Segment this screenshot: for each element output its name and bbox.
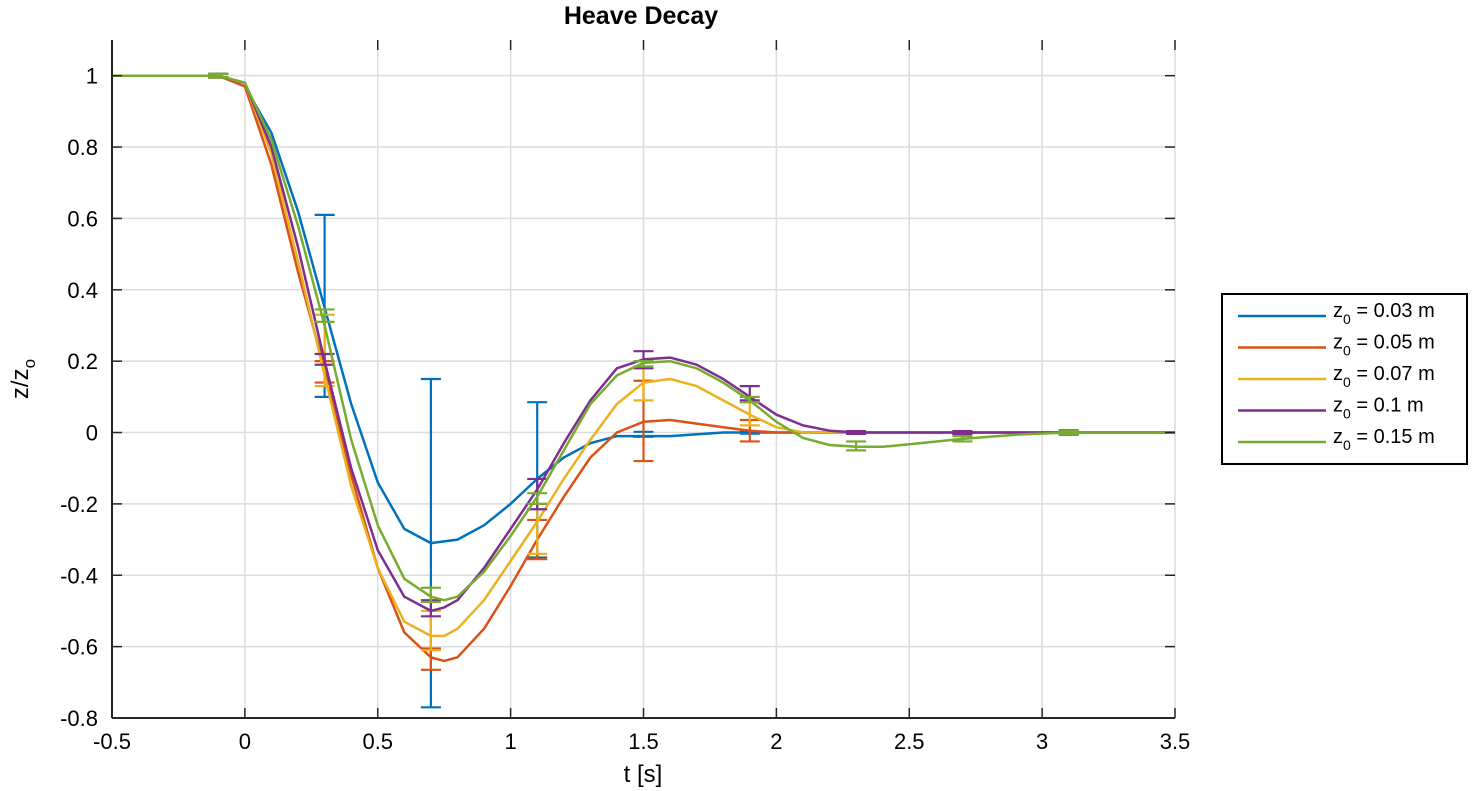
y-axis-label: z/zo	[7, 359, 39, 399]
x-tick-label: 3	[1036, 729, 1048, 754]
legend: z0 = 0.03 mz0 = 0.05 mz0 = 0.07 mz0 = 0.…	[1221, 293, 1468, 465]
y-tick-label: -0.6	[60, 635, 98, 660]
legend-label-rest: = 0.15 m	[1351, 426, 1435, 448]
legend-label-rest: = 0.05 m	[1351, 332, 1435, 354]
legend-item: z0 = 0.03 m	[1238, 300, 1435, 327]
error-bar	[846, 429, 867, 436]
error-bar	[633, 360, 654, 368]
legend-label-sub: 0	[1343, 406, 1351, 422]
legend-label-sub: 0	[1343, 311, 1351, 327]
y-tick-label: 1	[86, 64, 98, 89]
error-bar	[314, 308, 335, 324]
y-tick-label: 0	[86, 421, 98, 446]
legend-label-rest: = 0.03 m	[1351, 300, 1435, 322]
legend-label-rest: = 0.1 m	[1351, 395, 1424, 417]
legend-label-main: z	[1333, 426, 1343, 448]
legend-label: z0 = 0.03 m	[1333, 300, 1435, 327]
plot-area: -0.5 0 0.5 1 1.5 2 2.5 3 3.5 -0.8 -0.6 -0.4 -0.2 0 0.2…	[60, 40, 1190, 754]
x-tick-label: 1	[505, 729, 517, 754]
legend-label-main: z	[1333, 395, 1343, 417]
error-bar	[739, 395, 760, 404]
legend-label-main: z	[1333, 300, 1343, 322]
legend-item: z0 = 0.1 m	[1238, 395, 1424, 422]
legend-label: z0 = 0.07 m	[1333, 363, 1435, 390]
legend-label: z0 = 0.15 m	[1333, 426, 1435, 453]
chart-title: Heave Decay	[564, 2, 718, 30]
series-line	[112, 74, 1175, 602]
y-axis-label-main: z/z	[7, 368, 34, 399]
error-bar	[952, 429, 973, 436]
x-axis-label: t [s]	[624, 761, 663, 788]
x-tick-label: 1.5	[628, 729, 659, 754]
legend-item: z0 = 0.15 m	[1238, 426, 1435, 453]
error-bar	[846, 440, 867, 452]
y-tick-label: 0.2	[67, 349, 98, 374]
legend-item: z0 = 0.07 m	[1238, 363, 1435, 390]
error-bar	[952, 434, 973, 443]
y-tick-label: 0.6	[67, 206, 98, 231]
x-tick-label: 2.5	[894, 729, 925, 754]
legend-label-rest: = 0.07 m	[1351, 363, 1435, 385]
legend-label-main: z	[1333, 363, 1343, 385]
axes: -0.5 0 0.5 1 1.5 2 2.5 3 3.5 -0.8 -0.6 -0.4 -0.2 0 0.2…	[60, 40, 1190, 754]
y-axis-label-sub: o	[20, 359, 39, 368]
legend-label: z0 = 0.05 m	[1333, 332, 1435, 359]
legend-item: z0 = 0.05 m	[1238, 332, 1435, 359]
series-layer	[112, 72, 1175, 709]
series-line	[112, 74, 1175, 638]
series-line	[112, 74, 1175, 613]
y-tick-label: 0.4	[67, 278, 98, 303]
y-tick-label: -0.4	[60, 563, 98, 588]
legend-label: z0 = 0.1 m	[1333, 395, 1424, 422]
x-tick-label: 0	[239, 729, 251, 754]
series-5	[112, 72, 1175, 604]
x-tick-label: 2	[770, 729, 782, 754]
error-bar	[208, 72, 229, 79]
error-bar	[1058, 429, 1079, 436]
error-bar	[420, 586, 441, 604]
x-tick-label: -0.5	[93, 729, 131, 754]
y-tick-label: 0.8	[67, 135, 98, 160]
y-tick-label: -0.2	[60, 492, 98, 517]
x-tick-label: 0.5	[362, 729, 393, 754]
legend-label-sub: 0	[1343, 374, 1351, 390]
legend-label-main: z	[1333, 332, 1343, 354]
error-bar	[527, 492, 548, 505]
legend-label-sub: 0	[1343, 343, 1351, 359]
legend-label-sub: 0	[1343, 437, 1351, 453]
y-tick-label: -0.8	[60, 706, 98, 731]
x-tick-label: 3.5	[1160, 729, 1191, 754]
